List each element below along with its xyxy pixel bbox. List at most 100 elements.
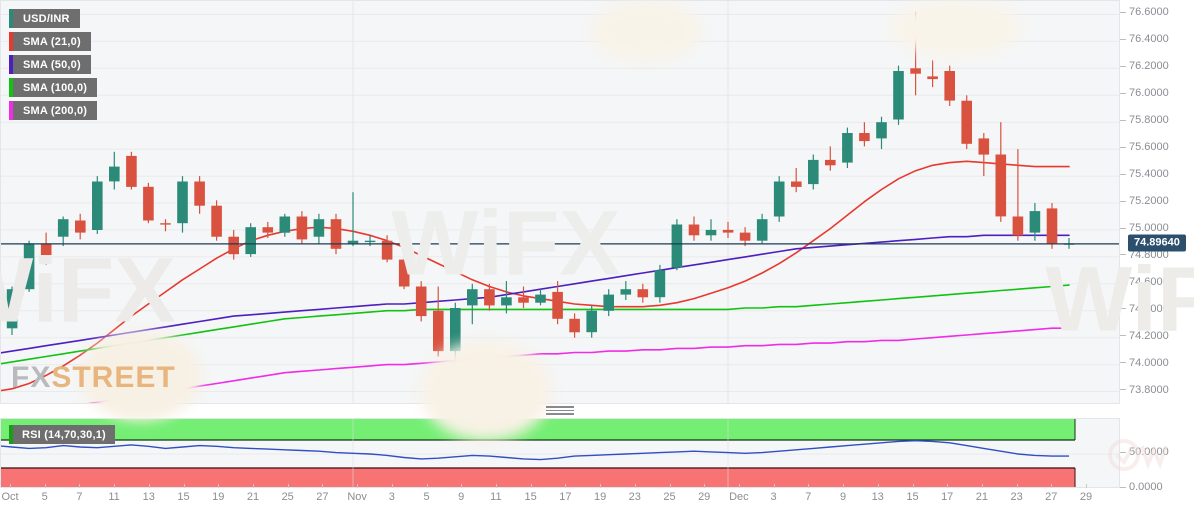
- date-axis-tick: 25: [281, 491, 294, 503]
- candlestick: [705, 219, 717, 241]
- tick-dash: [1120, 12, 1126, 14]
- date-tick-mark: [79, 484, 81, 488]
- panel-resize-handle[interactable]: [546, 406, 574, 416]
- date-tick-mark: [426, 484, 428, 488]
- tick-dash: [1120, 146, 1126, 148]
- date-tick-mark: [912, 484, 914, 488]
- legend-swatch: [9, 78, 13, 97]
- legend-row-sma-50-0[interactable]: SMA (50,0): [9, 55, 97, 74]
- date-tick-mark: [287, 484, 289, 488]
- legend-row-usd-inr[interactable]: USD/INR: [9, 9, 97, 28]
- candlestick: [552, 281, 563, 325]
- date-axis-tick: Oct: [1, 491, 19, 503]
- rsi-axis-tick: 0.0000: [1120, 481, 1163, 493]
- tick-dash: [1120, 281, 1126, 283]
- tick-dash: [1120, 451, 1126, 453]
- price-plot-area[interactable]: [1, 1, 1119, 403]
- tick-label: 73.8000: [1129, 383, 1169, 396]
- tick-dash: [1120, 173, 1126, 175]
- date-tick-mark: [114, 484, 116, 488]
- legend-label: SMA (21,0): [13, 32, 91, 51]
- tick-dash: [1120, 254, 1126, 256]
- handle-line: [546, 406, 574, 408]
- date-axis-tick: 13: [871, 491, 884, 503]
- legend-label: SMA (200,0): [13, 101, 98, 120]
- candlestick: [927, 60, 938, 88]
- candlestick: [347, 192, 359, 247]
- candlestick: [92, 176, 103, 234]
- date-axis[interactable]: Oct 5 7 11 13 15 19 21 25 27 Nov 3 5 9 11 15 17 19 23 25 29 D…: [0, 484, 1120, 513]
- legend-swatch: [9, 55, 13, 74]
- date-axis-tick: 15: [906, 491, 919, 503]
- date-tick-mark: [808, 484, 810, 488]
- candlestick: [995, 122, 1007, 222]
- legend-row-sma-21-0[interactable]: SMA (21,0): [9, 32, 97, 51]
- tick-label: 76.6000: [1129, 6, 1169, 19]
- legend-row-sma-200-0[interactable]: SMA (200,0): [9, 101, 98, 120]
- date-tick-mark: [183, 484, 185, 488]
- rsi-indicator-panel[interactable]: RSI (14,70,30,1): [0, 418, 1120, 488]
- candlestick: [859, 122, 870, 147]
- tick-dash: [1120, 119, 1126, 121]
- candlestick: [501, 281, 512, 314]
- date-tick-mark: [148, 484, 150, 488]
- date-axis-tick: 19: [212, 491, 225, 503]
- candlestick: [143, 182, 154, 224]
- legend-swatch: [9, 32, 13, 51]
- candlestick: [569, 313, 580, 338]
- price-axis-tick: 76.6000: [1120, 6, 1169, 19]
- candlestick: [808, 154, 819, 190]
- tick-dash: [1120, 486, 1126, 488]
- candlestick: [262, 221, 274, 238]
- candlestick: [1046, 203, 1058, 249]
- candlestick: [245, 223, 256, 257]
- candlestick: [910, 11, 921, 96]
- rsi-chart-svg: [1, 419, 1119, 487]
- candlestick: [160, 219, 171, 232]
- handle-line: [546, 413, 574, 415]
- date-axis-tick: 27: [1045, 491, 1058, 503]
- tick-dash: [1120, 200, 1126, 202]
- candlestick: [1029, 203, 1041, 241]
- candlestick: [825, 146, 836, 171]
- date-tick-mark: [1016, 484, 1018, 488]
- rsi-axis-tick: 50.0000: [1120, 446, 1169, 458]
- tick-dash: [1120, 335, 1126, 337]
- price-axis-tick: 75.0000: [1120, 222, 1169, 234]
- date-tick-mark: [704, 484, 706, 488]
- tick-label: 75.4000: [1129, 168, 1169, 181]
- candlestick: [40, 232, 52, 265]
- candlestick: [75, 213, 86, 240]
- legend-row-sma-100-0[interactable]: SMA (100,0): [9, 78, 98, 97]
- candlestick: [876, 116, 887, 150]
- tick-dash: [1120, 92, 1126, 94]
- date-tick-mark: [530, 484, 532, 488]
- candlestick: [620, 281, 632, 300]
- tick-label: 76.0000: [1129, 87, 1169, 100]
- tick-label: 74.8000: [1129, 248, 1169, 261]
- candlestick: [109, 151, 120, 190]
- candlestick: [126, 151, 137, 190]
- candlestick: [296, 211, 308, 244]
- date-axis-tick: 13: [142, 491, 155, 503]
- price-axis[interactable]: 76.6000 76.4000 76.2000 76.0000 75.8000 75.60…: [1120, 0, 1194, 404]
- date-tick-mark: [981, 484, 983, 488]
- candlestick: [722, 221, 734, 238]
- date-tick-mark: [10, 484, 11, 488]
- rsi-legend-swatch: [9, 425, 13, 444]
- date-tick-mark: [391, 484, 393, 488]
- date-axis-tick: 3: [770, 491, 777, 503]
- date-axis-tick: 23: [1010, 491, 1023, 503]
- date-axis-tick: 7: [805, 491, 812, 503]
- candlestick: [978, 133, 990, 177]
- tick-label: 74.4000: [1129, 302, 1169, 315]
- date-axis-tick: Nov: [347, 491, 367, 503]
- price-axis-tick: 74.8000: [1120, 249, 1169, 261]
- price-axis-tick: 74.2000: [1120, 330, 1169, 342]
- rsi-axis[interactable]: 50.0000 0.0000: [1120, 418, 1194, 493]
- date-tick-mark: [1086, 484, 1087, 488]
- tick-dash: [1120, 227, 1126, 229]
- rsi-plot-area[interactable]: [1, 419, 1119, 487]
